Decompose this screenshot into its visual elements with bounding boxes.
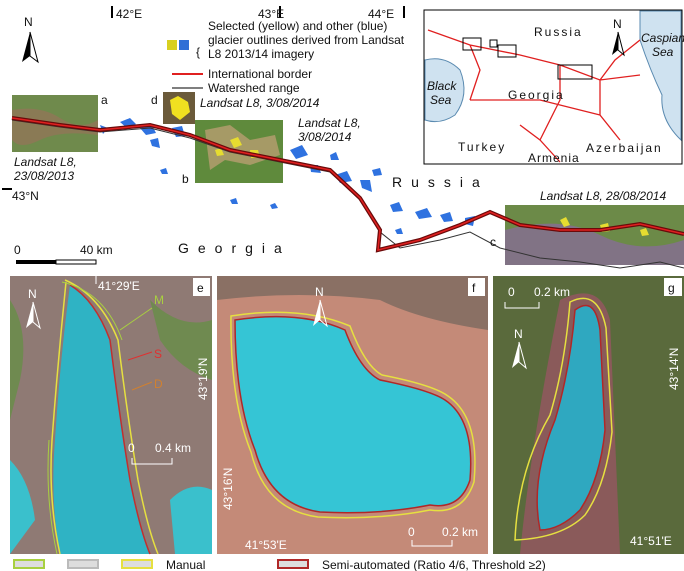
lat-label: 43°19'N (196, 358, 210, 400)
legend-swatch-blue (179, 40, 189, 50)
legend-swatch (278, 560, 308, 568)
panel-f: f N 43°16'N 41°53'E 0 0.2 km (217, 276, 488, 554)
scale-label: 0 (128, 441, 135, 455)
north-label: N (514, 327, 523, 341)
outline-letter: M (154, 293, 164, 307)
legend-text: Semi-automated (Ratio 4/6, Threshold ≥2) (322, 558, 546, 571)
scale-label: 40 km (80, 243, 113, 257)
north-label: N (24, 15, 33, 29)
lon-label: 41°29'E (98, 279, 140, 293)
scale-bar (56, 260, 96, 264)
figure: 42°E 43°E 44°E 43°N N { Selected (yellow… (0, 0, 684, 571)
inset-caption: Landsat L8, (14, 155, 77, 169)
north-label: N (28, 287, 37, 301)
lon-label: 41°51'E (630, 534, 672, 548)
scale-label: 0 (508, 285, 515, 299)
scale-label: 0 (408, 525, 415, 539)
scale-label: 0.2 km (534, 285, 570, 299)
lat-label: 43°16'N (221, 468, 235, 510)
country-label: Azerbaijan (586, 141, 663, 155)
legend-swatch (14, 560, 44, 568)
country-label: Armenia (528, 151, 580, 165)
locator-map: Russia Georgia Turkey Armenia Azerbaijan… (424, 10, 684, 165)
panel-label: g (668, 281, 675, 295)
inset-caption: 23/08/2013 (13, 169, 74, 183)
inset-caption: Landsat L8, 3/08/2014 (200, 96, 320, 110)
sea-label: Sea (652, 45, 674, 59)
lon-label: 41°53'E (245, 538, 287, 552)
outline-legend: Manual Semi-automated (Ratio 4/6, Thresh… (14, 558, 546, 571)
sea-label: Caspian (641, 31, 684, 45)
inset-label: d (151, 93, 158, 107)
legend-text: Selected (yellow) and other (blue) (208, 19, 387, 33)
country-label: Turkey (458, 140, 506, 154)
inset-label: a (101, 93, 108, 107)
legend-text: Manual (166, 558, 205, 571)
sea-label: Black (427, 79, 457, 93)
page: 42°E 43°E 44°E 43°N N { Selected (yellow… (0, 0, 684, 571)
legend-swatch-yellow (167, 40, 177, 50)
country-label: Russia (392, 174, 489, 190)
inset-caption: 3/08/2014 (298, 130, 352, 144)
legend-brace: { (196, 45, 200, 59)
legend-swatch (122, 560, 152, 568)
country-label: Georgia (178, 240, 291, 256)
sea-label: Sea (430, 93, 452, 107)
north-label: N (315, 285, 324, 299)
panel-label-box (468, 278, 485, 296)
lat-label: 43°14'N (667, 348, 681, 390)
inset-caption: Landsat L8, (298, 116, 361, 130)
inset-label: b (182, 172, 189, 186)
panel-g: g 0 0.2 km N 43°14'N 41°51'E (493, 276, 684, 554)
legend-swatch (68, 560, 98, 568)
inset-caption: Landsat L8, 28/08/2014 (540, 189, 666, 203)
scale-bar (16, 260, 56, 264)
scale-label: 0 (14, 243, 21, 257)
outline-letter: S (154, 347, 162, 361)
scale-label: 0.4 km (155, 441, 191, 455)
north-arrow (22, 32, 30, 62)
legend-text: L8 2013/14 imagery (208, 47, 314, 61)
scale-label: 0.2 km (442, 525, 478, 539)
panel-label: e (197, 281, 204, 295)
inset-label: c (490, 235, 496, 249)
country-label: Russia (534, 25, 583, 39)
lat-label: 43°N (12, 189, 39, 203)
panel-e: M S D e 41°29'E 43°19'N N 0 0.4 km (10, 276, 212, 554)
legend-text: Watershed range (208, 81, 300, 95)
country-label: Georgia (508, 88, 565, 102)
lon-label: 42°E (116, 7, 142, 21)
north-arrow (30, 32, 38, 62)
north-label: N (613, 17, 622, 31)
legend-text: International border (208, 67, 312, 81)
outline-letter: D (154, 377, 163, 391)
legend-text: glacier outlines derived from Landsat (208, 33, 405, 47)
